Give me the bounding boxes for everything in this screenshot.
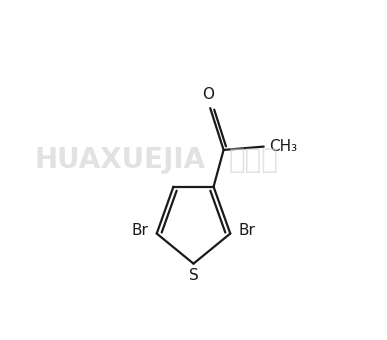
Text: Br: Br bbox=[239, 223, 255, 238]
Text: 化学加: 化学加 bbox=[229, 146, 279, 174]
Text: HUAXUEJIA: HUAXUEJIA bbox=[34, 146, 205, 174]
Text: Br: Br bbox=[132, 223, 148, 238]
Text: CH₃: CH₃ bbox=[269, 139, 297, 154]
Text: O: O bbox=[202, 87, 214, 102]
Text: S: S bbox=[188, 268, 199, 283]
